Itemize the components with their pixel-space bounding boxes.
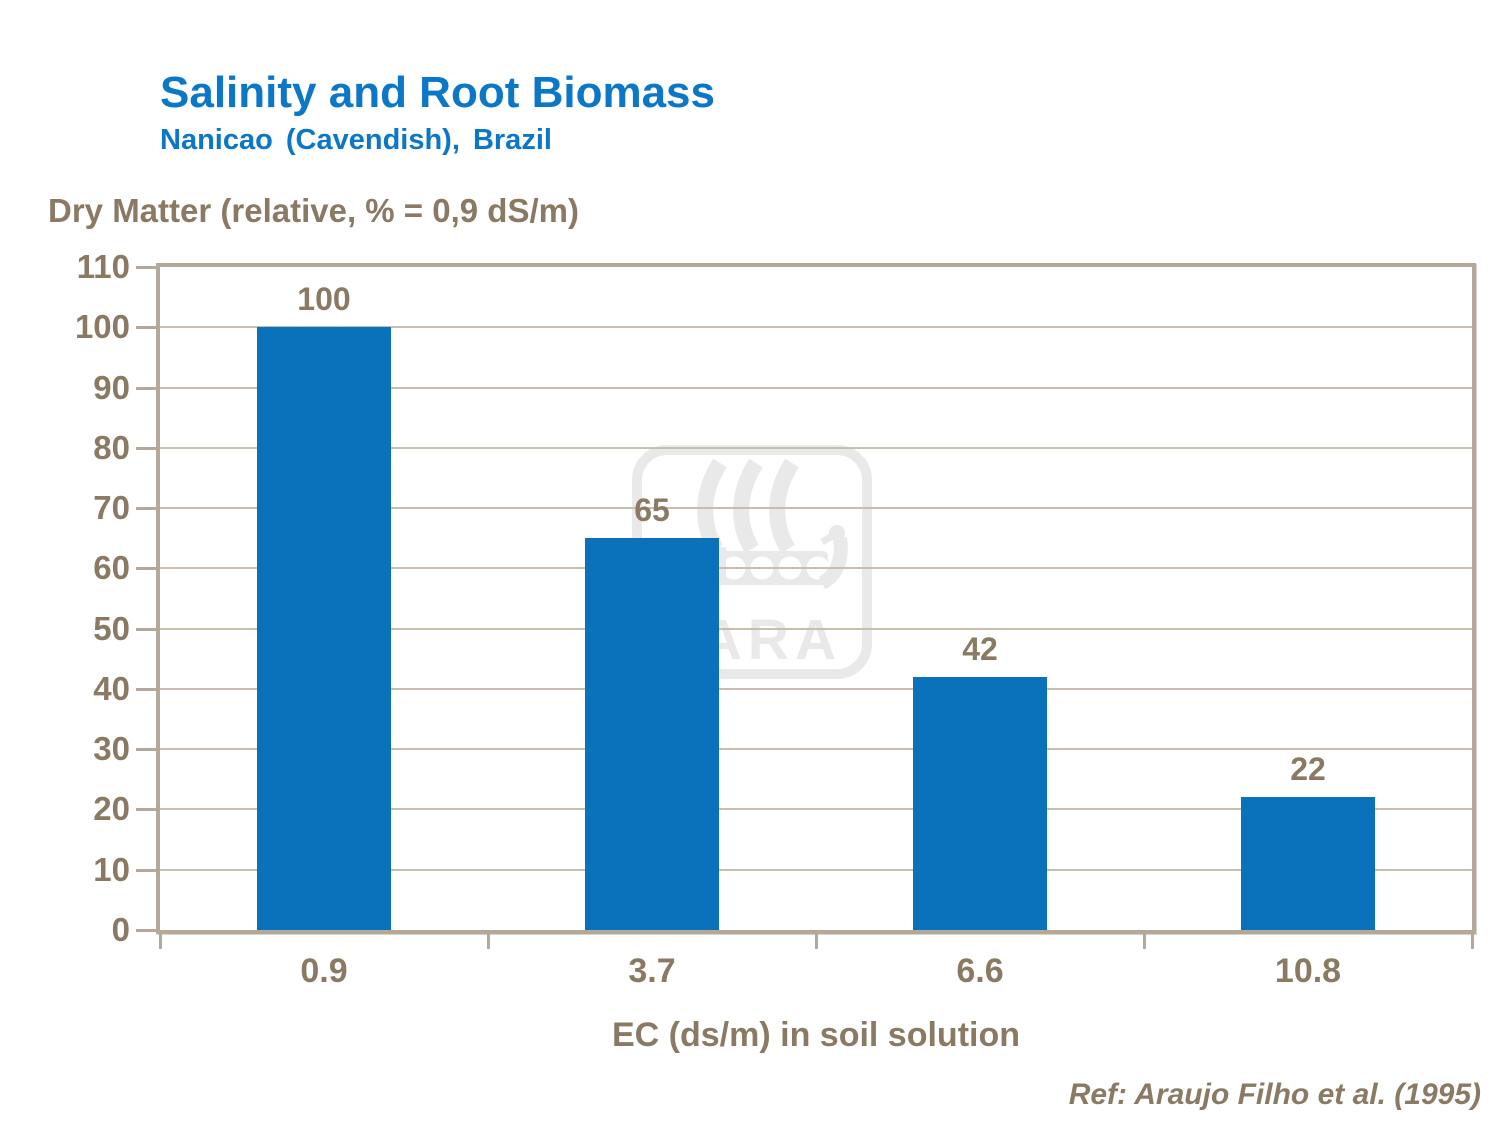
bar-value-label: 42 xyxy=(962,630,998,667)
y-tick-mark xyxy=(136,808,158,812)
gridline xyxy=(160,507,1472,510)
gridline xyxy=(160,868,1472,871)
y-tick-mark xyxy=(136,507,158,511)
y-tick-label: 100 xyxy=(74,308,130,346)
x-tick-mark xyxy=(1471,934,1474,949)
x-tick-mark xyxy=(159,934,162,949)
x-tick-label: 0.9 xyxy=(300,952,348,990)
gridline xyxy=(160,808,1472,811)
reference-text: Ref: Araujo Filho et al. (1995) xyxy=(1068,1078,1481,1111)
y-tick-label: 110 xyxy=(76,248,130,285)
bar-value-label: 22 xyxy=(1290,751,1326,788)
bar-value-label: 100 xyxy=(297,281,351,318)
ship-stern xyxy=(818,536,848,590)
x-tick-mark xyxy=(487,934,490,949)
gridline xyxy=(160,687,1472,690)
y-tick-mark xyxy=(136,386,158,390)
sail-icon xyxy=(733,458,763,554)
y-tick-mark xyxy=(136,929,158,932)
x-tick-label: 6.6 xyxy=(956,952,1004,990)
y-tick-mark xyxy=(136,326,158,330)
chart-subtitle: Nanicao (Cavendish), Brazil xyxy=(160,124,552,156)
y-tick-label: 10 xyxy=(93,850,130,888)
ship-stern xyxy=(820,531,836,546)
chart-title: Salinity and Root Biomass xyxy=(160,68,715,117)
y-axis-title: Dry Matter (relative, % = 0,9 dS/m) xyxy=(48,192,579,229)
y-tick-label: 70 xyxy=(93,489,130,527)
gridline xyxy=(160,627,1472,630)
gridline xyxy=(160,326,1472,329)
gridline xyxy=(160,748,1472,751)
bar xyxy=(1241,797,1375,930)
y-tick-label: 30 xyxy=(93,730,130,768)
x-tick-mark xyxy=(815,934,818,949)
gridline xyxy=(160,567,1472,570)
sail-icon xyxy=(769,458,799,554)
y-tick-mark xyxy=(136,266,158,269)
y-tick-label: 0 xyxy=(111,911,130,948)
y-tick-label: 60 xyxy=(93,549,130,587)
y-tick-mark xyxy=(136,627,158,631)
gridline xyxy=(160,446,1472,449)
gridline xyxy=(160,386,1472,389)
x-axis-title: EC (ds/m) in soil solution xyxy=(612,1016,1020,1054)
y-tick-label: 90 xyxy=(93,368,130,406)
bar xyxy=(913,676,1047,930)
x-tick-mark xyxy=(1143,934,1146,949)
bar xyxy=(585,538,719,930)
bar xyxy=(257,327,391,930)
y-tick-label: 20 xyxy=(93,790,130,828)
y-tick-mark xyxy=(136,567,158,571)
plot-area: YARA 100 65 42 22 xyxy=(156,263,1476,934)
y-tick-label: 50 xyxy=(93,609,130,647)
y-tick-label: 80 xyxy=(93,428,130,466)
y-tick-mark xyxy=(136,748,158,752)
x-tick-label: 3.7 xyxy=(628,952,676,990)
y-tick-mark xyxy=(136,868,158,872)
x-tick-label: 10.8 xyxy=(1274,952,1342,990)
y-tick-mark xyxy=(136,446,158,450)
y-tick-label: 40 xyxy=(93,669,130,707)
y-tick-mark xyxy=(136,687,158,691)
bar-value-label: 65 xyxy=(634,492,670,529)
